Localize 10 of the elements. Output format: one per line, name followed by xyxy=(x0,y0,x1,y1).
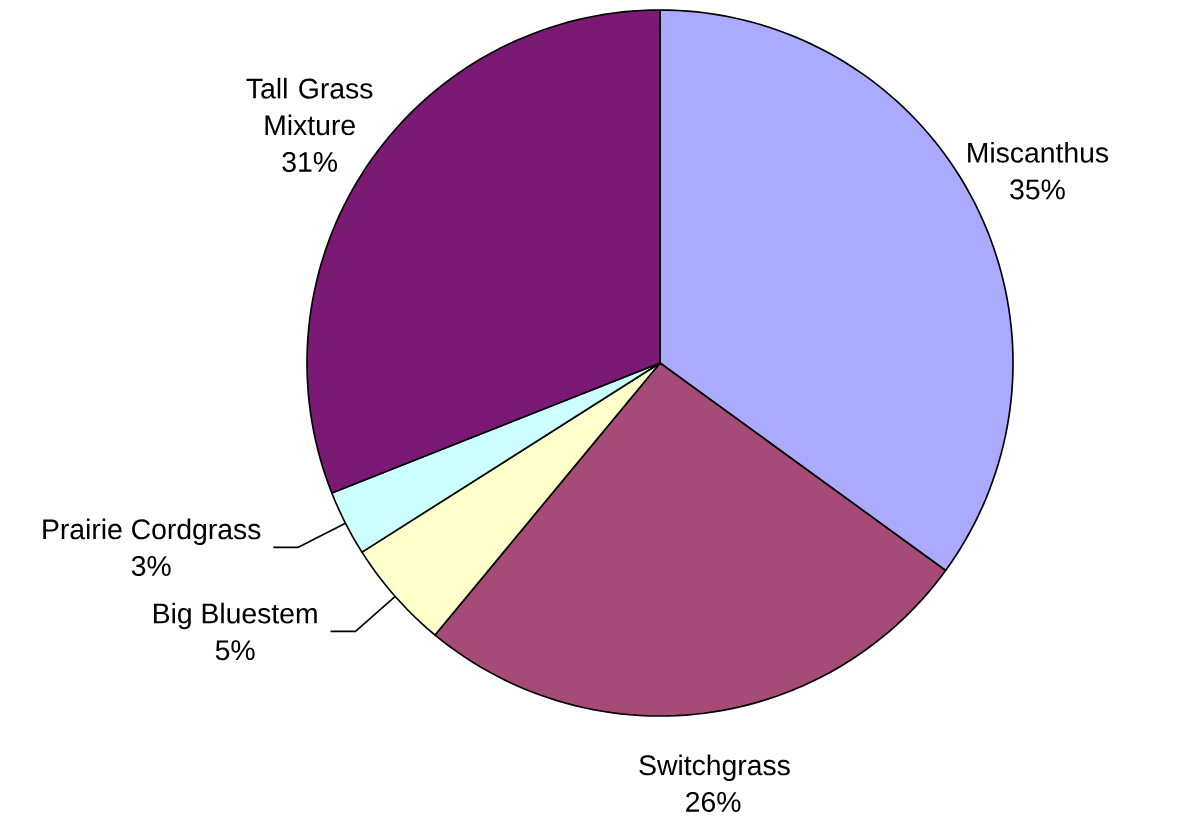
slice-label: Big Bluestem xyxy=(154,602,317,630)
data-label: 31% xyxy=(282,151,337,172)
slice-label: Miscanthus xyxy=(968,141,1109,163)
slice-label: Prairie Cordgrass xyxy=(43,518,261,545)
data-label: 26% xyxy=(686,791,741,813)
slice-label: Switchgrass xyxy=(639,754,790,781)
slice-label: Tall Grass Mixture xyxy=(246,77,373,136)
data-label: 3% xyxy=(131,555,171,577)
data-label: 5% xyxy=(215,640,255,661)
data-label: 35% xyxy=(1010,179,1065,200)
